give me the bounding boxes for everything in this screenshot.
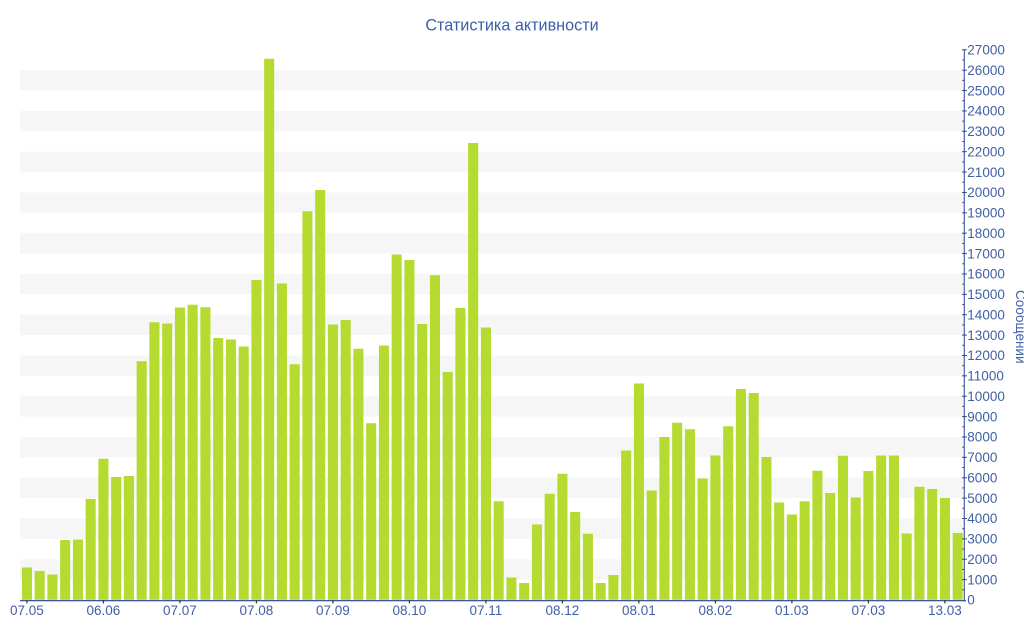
svg-text:5000: 5000 (967, 491, 997, 506)
svg-text:4000: 4000 (967, 511, 997, 526)
svg-text:07.09: 07.09 (316, 603, 350, 618)
svg-text:17000: 17000 (967, 246, 1005, 261)
svg-text:27000: 27000 (967, 42, 1005, 57)
svg-text:20000: 20000 (967, 185, 1005, 200)
svg-text:26000: 26000 (967, 63, 1005, 78)
svg-text:3000: 3000 (967, 532, 997, 547)
svg-text:9000: 9000 (967, 409, 997, 424)
svg-text:25000: 25000 (967, 83, 1005, 98)
svg-text:16000: 16000 (967, 267, 1005, 282)
svg-text:14000: 14000 (967, 307, 1005, 322)
svg-text:10000: 10000 (967, 389, 1005, 404)
svg-text:7000: 7000 (967, 450, 997, 465)
svg-text:22000: 22000 (967, 144, 1005, 159)
svg-text:13.03: 13.03 (928, 603, 962, 618)
svg-text:11000: 11000 (967, 369, 1004, 384)
svg-text:13000: 13000 (967, 328, 1005, 343)
svg-text:2000: 2000 (967, 552, 997, 567)
svg-text:08.01: 08.01 (622, 603, 656, 618)
svg-text:23000: 23000 (967, 124, 1005, 139)
svg-text:18000: 18000 (967, 226, 1005, 241)
svg-text:08.10: 08.10 (393, 603, 427, 618)
svg-text:19000: 19000 (967, 206, 1005, 221)
svg-text:01.03: 01.03 (775, 603, 809, 618)
svg-text:08.02: 08.02 (699, 603, 733, 618)
svg-text:6000: 6000 (967, 470, 997, 485)
svg-text:21000: 21000 (967, 165, 1005, 180)
svg-text:07.11: 07.11 (470, 603, 503, 618)
svg-text:0: 0 (967, 593, 975, 608)
svg-text:15000: 15000 (967, 287, 1005, 302)
svg-text:Сообщений: Сообщений (1013, 290, 1024, 364)
svg-text:07.07: 07.07 (163, 603, 197, 618)
svg-text:07.05: 07.05 (10, 603, 44, 618)
svg-text:Статистика активности: Статистика активности (425, 16, 598, 34)
svg-text:07.03: 07.03 (852, 603, 886, 618)
svg-text:07.08: 07.08 (240, 603, 274, 618)
svg-text:8000: 8000 (967, 430, 997, 445)
svg-text:12000: 12000 (967, 348, 1005, 363)
svg-text:08.12: 08.12 (546, 603, 580, 618)
svg-text:1000: 1000 (967, 572, 997, 587)
svg-text:06.06: 06.06 (87, 603, 121, 618)
svg-text:24000: 24000 (967, 104, 1005, 119)
